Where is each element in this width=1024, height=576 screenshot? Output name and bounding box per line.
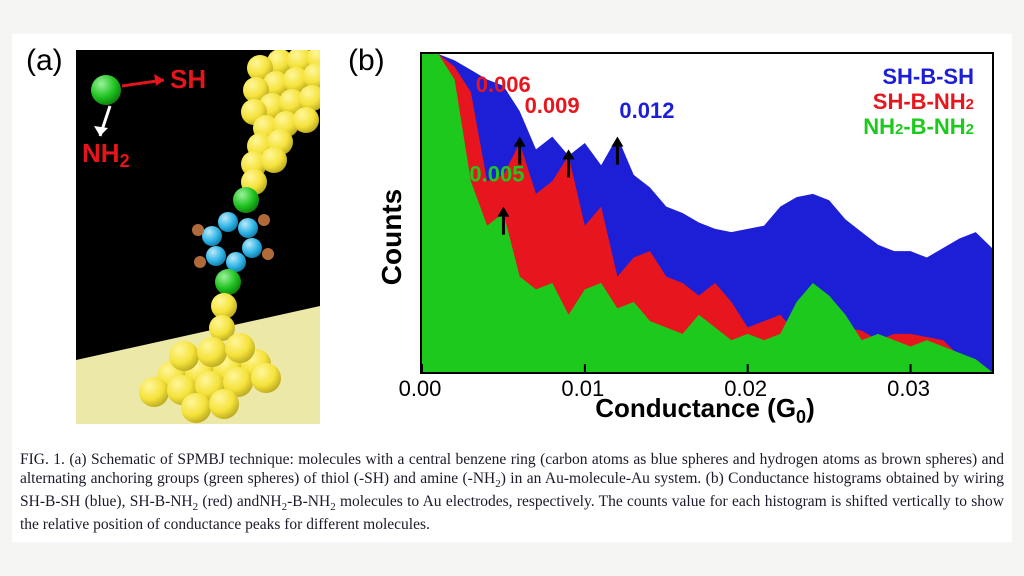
svg-text:0.005: 0.005 <box>469 161 524 186</box>
xtick-label: 0.02 <box>724 376 767 402</box>
panel-b-label: (b) <box>348 44 385 78</box>
chart-legend: SH-B-SH SH-B-NH2 NH2-B-NH2 <box>863 64 974 140</box>
schematic-illustration: SH NH2 <box>76 50 320 424</box>
xlabel: Conductance (G0) <box>595 393 814 428</box>
figure-wrapper: (a) <box>12 34 1012 542</box>
xtick-label: 0.01 <box>561 376 604 402</box>
svg-text:0.012: 0.012 <box>619 98 674 123</box>
panel-b: (b) Counts 0.012 0.0060.009 0.005 SH-B-SH … <box>342 42 1002 432</box>
panel-a-label: (a) <box>26 44 63 78</box>
legend-blue: SH-B-SH <box>863 64 974 89</box>
svg-text:0.009: 0.009 <box>525 93 580 118</box>
xtick-label: 0.03 <box>887 376 930 402</box>
xtick-label: 0.00 <box>399 376 442 402</box>
chart-plot-area: 0.012 0.0060.009 0.005 SH-B-SH SH-B-NH2 NH… <box>420 52 994 374</box>
svg-text:SH: SH <box>170 64 206 94</box>
figure-caption: FIG. 1. (a) Schematic of SPMBJ technique… <box>20 450 1004 534</box>
panel-a: (a) <box>20 42 330 432</box>
legend-red: SH-B-NH2 <box>863 89 974 114</box>
panels-row: (a) <box>20 42 1004 432</box>
schematic-svg: SH NH2 <box>76 50 320 424</box>
svg-text:0.006: 0.006 <box>476 72 531 97</box>
legend-green: NH2-B-NH2 <box>863 114 974 139</box>
ylabel: Counts <box>376 189 408 285</box>
